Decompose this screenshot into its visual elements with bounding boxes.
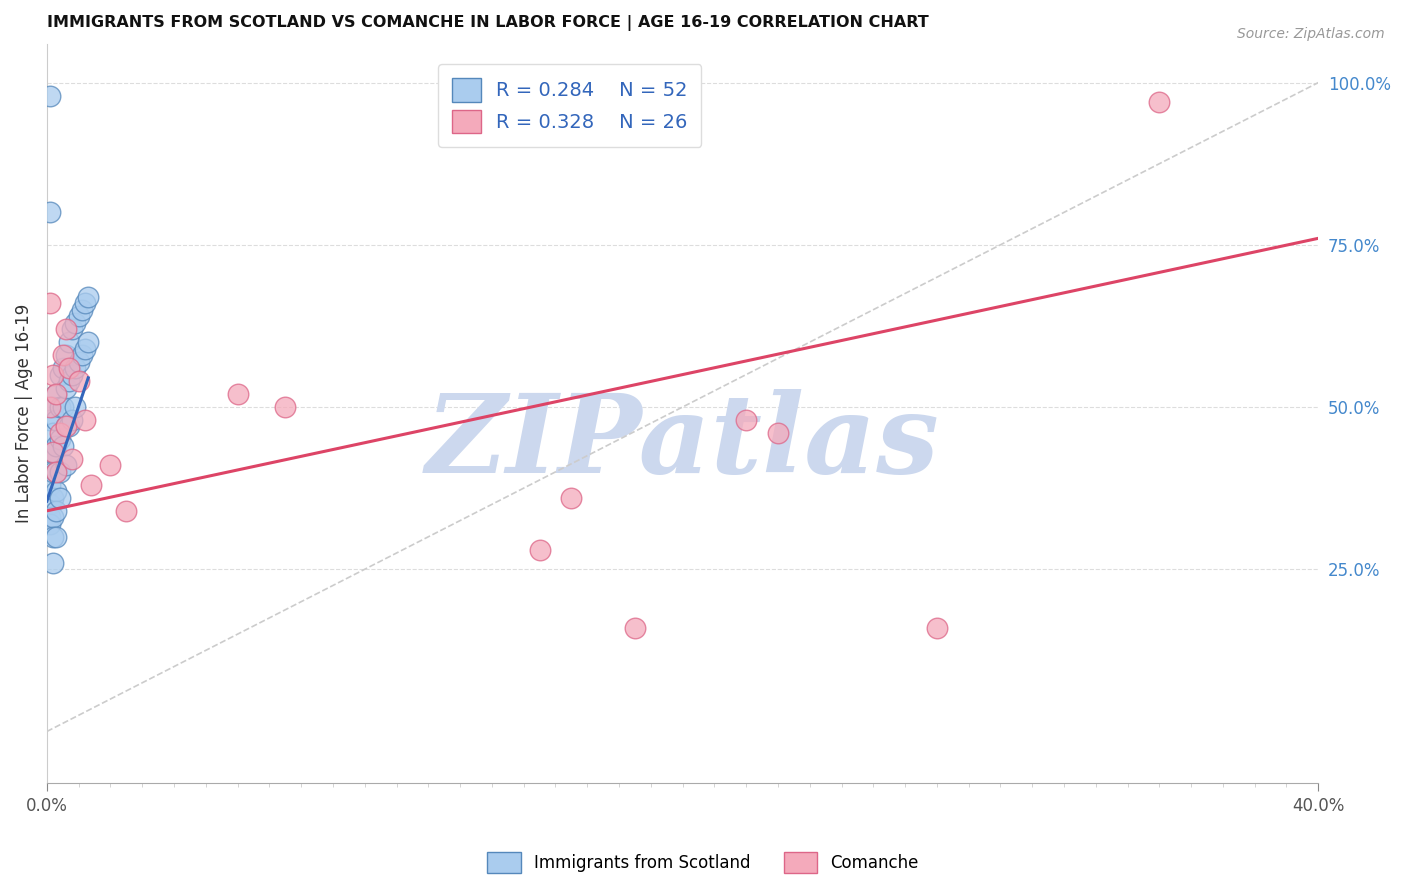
Point — [45, 439, 67, 453]
Point — [42, 556, 65, 570]
Point — [48, 465, 70, 479]
Point — [274, 400, 297, 414]
Text: ZIPatlas: ZIPatlas — [426, 389, 939, 497]
Point — [48, 425, 70, 440]
Point — [735, 413, 758, 427]
Point — [77, 290, 100, 304]
Legend: R = 0.284    N = 52, R = 0.328    N = 26: R = 0.284 N = 52, R = 0.328 N = 26 — [439, 64, 702, 147]
Point — [45, 484, 67, 499]
Point — [58, 335, 80, 350]
Point — [65, 400, 87, 414]
Point — [39, 478, 62, 492]
Point — [73, 342, 96, 356]
Point — [42, 530, 65, 544]
Point — [45, 387, 67, 401]
Point — [60, 322, 83, 336]
Point — [39, 510, 62, 524]
Point — [45, 465, 67, 479]
Text: Source: ZipAtlas.com: Source: ZipAtlas.com — [1237, 27, 1385, 41]
Point — [39, 296, 62, 310]
Point — [67, 309, 90, 323]
Point — [42, 445, 65, 459]
Point — [73, 413, 96, 427]
Point — [52, 439, 75, 453]
Text: IMMIGRANTS FROM SCOTLAND VS COMANCHE IN LABOR FORCE | AGE 16-19 CORRELATION CHAR: IMMIGRANTS FROM SCOTLAND VS COMANCHE IN … — [46, 15, 928, 31]
Point — [48, 491, 70, 505]
Point — [55, 322, 77, 336]
Point — [65, 316, 87, 330]
Point — [766, 425, 789, 440]
Point — [39, 497, 62, 511]
Point — [55, 419, 77, 434]
Point — [67, 374, 90, 388]
Point — [55, 458, 77, 473]
Point — [70, 348, 93, 362]
Point — [39, 516, 62, 531]
Point — [58, 361, 80, 376]
Point — [52, 348, 75, 362]
Point — [55, 380, 77, 394]
Point — [48, 433, 70, 447]
Point — [39, 88, 62, 103]
Point — [1149, 95, 1171, 109]
Point — [45, 465, 67, 479]
Point — [39, 400, 62, 414]
Point — [39, 205, 62, 219]
Point — [925, 621, 948, 635]
Legend: Immigrants from Scotland, Comanche: Immigrants from Scotland, Comanche — [481, 846, 925, 880]
Point — [48, 368, 70, 382]
Point — [529, 542, 551, 557]
Point — [55, 419, 77, 434]
Point — [77, 335, 100, 350]
Point — [80, 478, 103, 492]
Point — [42, 400, 65, 414]
Point — [65, 361, 87, 376]
Point — [45, 413, 67, 427]
Point — [73, 296, 96, 310]
Point — [60, 413, 83, 427]
Point — [226, 387, 249, 401]
Point — [67, 354, 90, 368]
Point — [39, 445, 62, 459]
Point — [624, 621, 647, 635]
Point — [45, 530, 67, 544]
Point — [55, 348, 77, 362]
Point — [60, 452, 83, 467]
Point — [42, 510, 65, 524]
Point — [45, 504, 67, 518]
Point — [42, 445, 65, 459]
Point — [58, 419, 80, 434]
Point — [560, 491, 582, 505]
Point — [42, 425, 65, 440]
Point — [52, 361, 75, 376]
Point — [48, 400, 70, 414]
Point — [42, 491, 65, 505]
Y-axis label: In Labor Force | Age 16-19: In Labor Force | Age 16-19 — [15, 304, 32, 523]
Point — [42, 368, 65, 382]
Point — [60, 368, 83, 382]
Point — [100, 458, 122, 473]
Point — [45, 387, 67, 401]
Point — [39, 413, 62, 427]
Point — [58, 374, 80, 388]
Point — [115, 504, 138, 518]
Point — [42, 465, 65, 479]
Point — [52, 400, 75, 414]
Point — [70, 302, 93, 317]
